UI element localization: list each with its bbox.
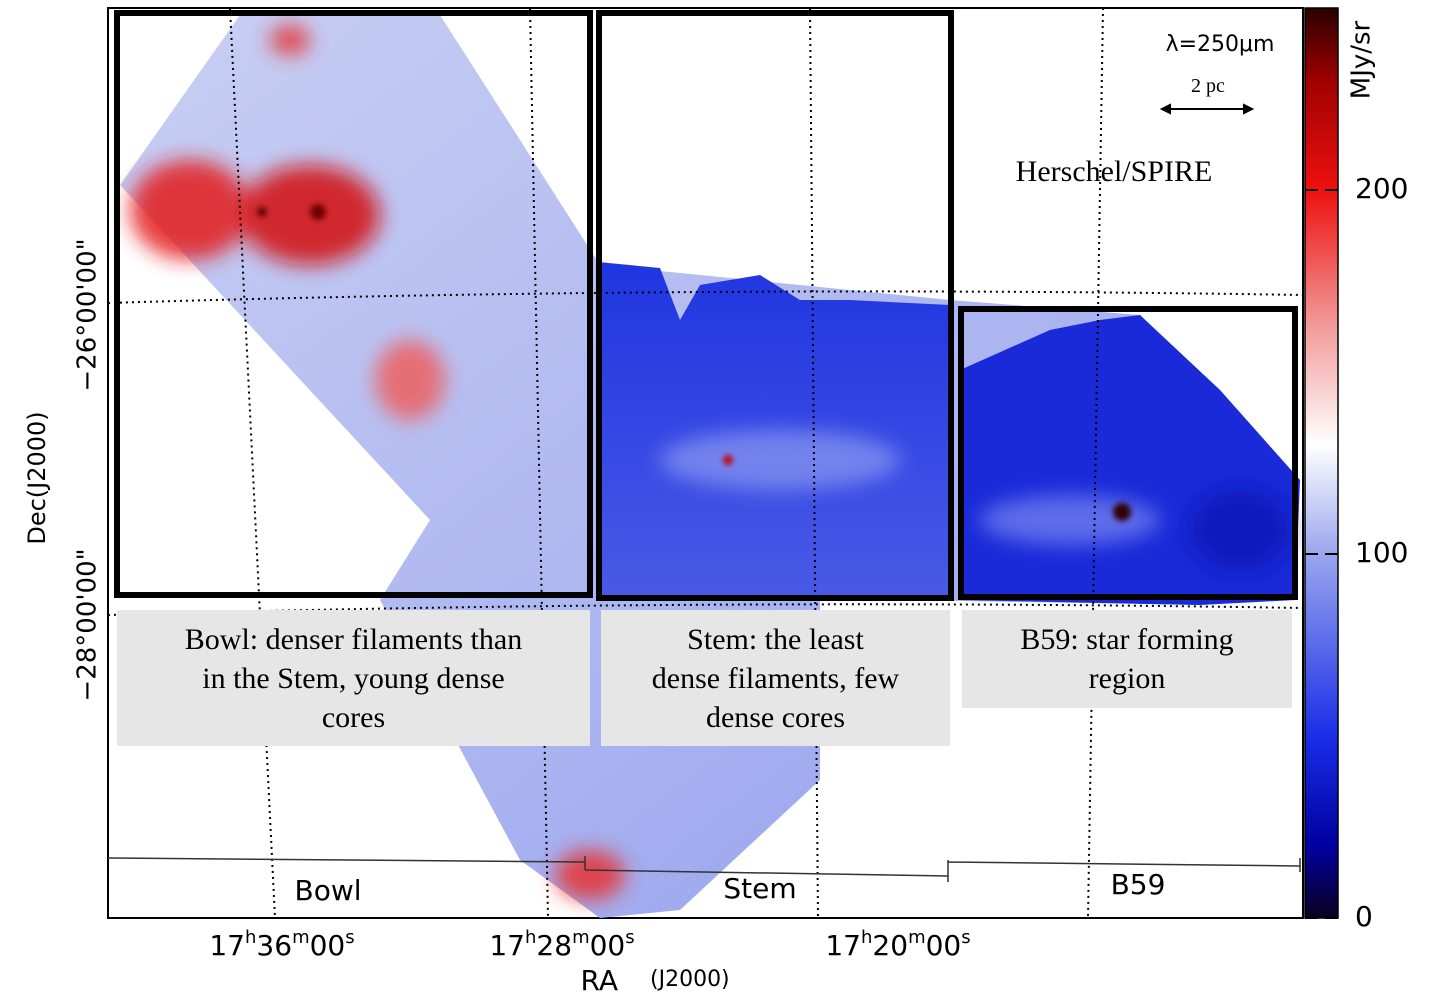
colorbar-unit: MJy/sr	[1347, 20, 1377, 99]
figure: Bowl: denser filaments than in the Stem, …	[0, 0, 1437, 996]
caption-line: B59: star forming	[1020, 623, 1233, 656]
caption-line: dense filaments, few	[652, 662, 900, 695]
caption-line: cores	[322, 701, 385, 734]
caption-line: region	[1089, 662, 1166, 695]
region-name: B59	[1111, 868, 1166, 901]
colorbar-tick-label: 200	[1355, 172, 1408, 205]
x-title-sub: (J2000)	[650, 967, 730, 992]
region-name: Stem	[723, 872, 796, 905]
caption-line: dense cores	[706, 701, 845, 734]
caption-line: Stem: the least	[687, 623, 864, 656]
region-name: Bowl	[294, 874, 361, 907]
x-title: RA	[581, 964, 618, 996]
y-tick-label: −26°00'00"	[73, 238, 103, 391]
scale-label: 2 pc	[1191, 75, 1225, 97]
y-tick-label: −28°00'00"	[73, 548, 103, 701]
caption-line: Bowl: denser filaments than	[185, 623, 522, 656]
colorbar-tick-label: 0	[1355, 900, 1373, 933]
x-tick-label: 17h20m00s	[825, 927, 970, 962]
y-title: Dec(J2000)	[23, 411, 51, 544]
x-tick-label: 17h28m00s	[489, 927, 634, 962]
instrument: Herschel/SPIRE	[1016, 155, 1213, 188]
caption-line: in the Stem, young dense	[202, 662, 504, 695]
x-tick-label: 17h36m00s	[209, 927, 354, 962]
wavelength: λ=250μm	[1166, 32, 1275, 57]
colorbar	[1305, 8, 1338, 918]
colorbar-tick-label: 100	[1355, 536, 1408, 569]
